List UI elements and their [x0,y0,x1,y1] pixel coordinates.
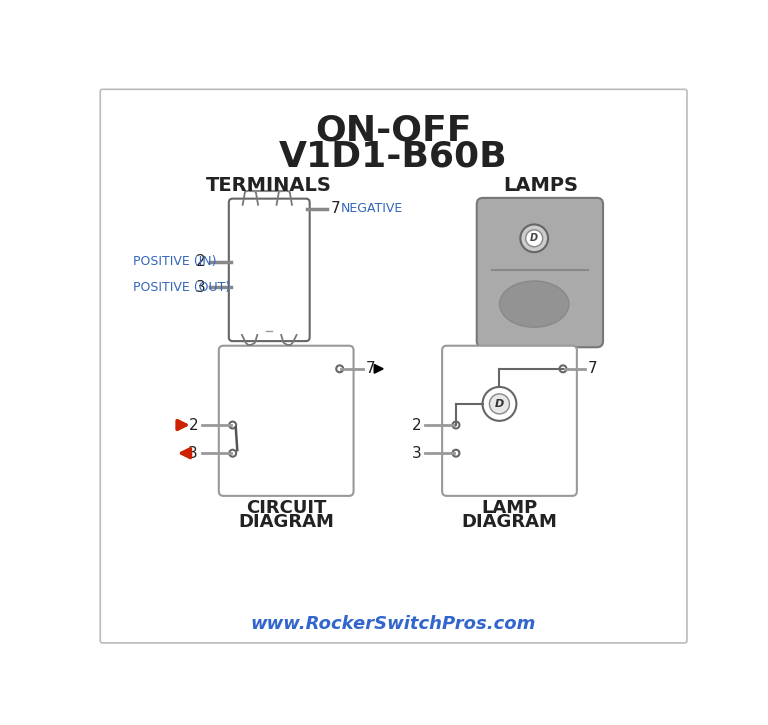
Text: CIRCUIT: CIRCUIT [246,500,326,517]
Text: 2: 2 [412,418,422,433]
Text: POSITIVE (OUT): POSITIVE (OUT) [133,281,230,294]
Circle shape [521,225,548,252]
Circle shape [560,365,567,372]
FancyBboxPatch shape [442,346,577,496]
Circle shape [452,450,459,457]
Text: www.RockerSwitchPros.com: www.RockerSwitchPros.com [251,615,536,633]
Text: TERMINALS: TERMINALS [206,176,332,195]
FancyBboxPatch shape [219,346,353,496]
Circle shape [229,450,236,457]
Text: LAMP: LAMP [482,500,538,517]
Text: DIAGRAM: DIAGRAM [462,513,558,531]
Circle shape [489,394,509,414]
Text: NEGATIVE: NEGATIVE [341,202,403,215]
Text: 2: 2 [196,254,206,269]
Text: 7: 7 [588,361,598,376]
Text: ON-OFF: ON-OFF [316,114,472,148]
Text: 2: 2 [188,418,198,433]
Ellipse shape [499,281,569,327]
Text: 7: 7 [330,201,340,216]
Text: D: D [495,399,504,409]
Circle shape [452,421,459,428]
Text: LAMPS: LAMPS [503,176,578,195]
Text: V1D1-B60B: V1D1-B60B [280,139,508,173]
Circle shape [526,230,543,247]
Text: DIAGRAM: DIAGRAM [238,513,334,531]
Text: 3: 3 [196,280,206,295]
Text: 3: 3 [188,446,198,460]
FancyBboxPatch shape [477,198,603,347]
FancyBboxPatch shape [101,89,687,643]
Circle shape [229,421,236,428]
FancyBboxPatch shape [229,199,310,341]
Circle shape [482,387,516,420]
Text: D: D [530,233,538,244]
Text: POSITIVE (IN): POSITIVE (IN) [133,255,216,268]
Circle shape [336,365,343,372]
Text: 3: 3 [412,446,422,460]
Text: 7: 7 [366,361,376,376]
